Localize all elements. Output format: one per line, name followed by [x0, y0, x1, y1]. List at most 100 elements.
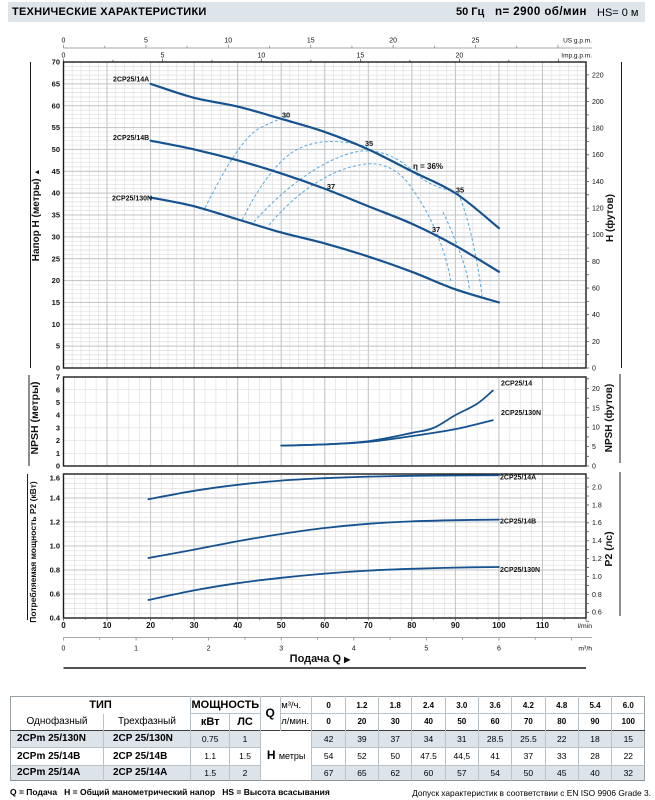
svg-text:P2 (лс): P2 (лс): [603, 531, 615, 566]
svg-text:100: 100: [492, 621, 506, 630]
svg-text:55: 55: [52, 123, 60, 132]
svg-text:20: 20: [389, 38, 397, 45]
svg-text:35: 35: [456, 186, 464, 195]
svg-text:Потребляемая мощность P2 (кВт: Потребляемая мощность P2 (кВт): [28, 481, 38, 623]
svg-text:1.2: 1.2: [50, 518, 60, 527]
svg-text:3: 3: [56, 423, 60, 432]
svg-text:25: 25: [52, 254, 60, 263]
svg-text:20: 20: [592, 339, 600, 346]
svg-text:0: 0: [56, 364, 60, 373]
svg-text:NPSH (метры): NPSH (метры): [29, 381, 41, 454]
svg-text:US g.p.m.: US g.p.m.: [563, 38, 592, 45]
svg-text:1.6: 1.6: [50, 474, 60, 483]
svg-text:H (футов): H (футов): [604, 194, 616, 242]
svg-text:Подача Q ▶: Подача Q ▶: [290, 653, 351, 665]
svg-text:35: 35: [365, 139, 373, 148]
svg-text:15: 15: [592, 405, 600, 412]
svg-text:2: 2: [56, 436, 60, 445]
svg-text:70: 70: [52, 58, 60, 67]
svg-text:70: 70: [364, 621, 373, 630]
svg-text:Imp.g.p.m.: Imp.g.p.m.: [561, 53, 592, 60]
svg-text:1.0: 1.0: [50, 542, 60, 551]
svg-text:2CP25/130N: 2CP25/130N: [500, 567, 540, 574]
svg-text:l/min: l/min: [578, 623, 593, 630]
svg-text:20: 20: [592, 386, 600, 393]
svg-text:5: 5: [56, 398, 60, 407]
svg-text:90: 90: [451, 621, 460, 630]
svg-text:30: 30: [52, 232, 60, 241]
svg-text:140: 140: [592, 179, 604, 186]
svg-text:220: 220: [592, 72, 604, 79]
svg-text:4: 4: [352, 646, 356, 653]
svg-text:2: 2: [207, 646, 211, 653]
svg-text:3: 3: [279, 646, 283, 653]
svg-text:120: 120: [592, 206, 604, 213]
svg-text:80: 80: [592, 259, 600, 266]
svg-text:10: 10: [52, 320, 60, 329]
svg-text:15: 15: [357, 53, 365, 60]
svg-text:2CP25/14B: 2CP25/14B: [500, 519, 536, 526]
svg-text:37: 37: [432, 225, 440, 234]
svg-text:10: 10: [103, 621, 112, 630]
svg-text:0.8: 0.8: [592, 592, 602, 599]
svg-text:20: 20: [455, 53, 463, 60]
svg-text:1.4: 1.4: [50, 494, 61, 503]
svg-text:5: 5: [161, 53, 165, 60]
svg-text:5: 5: [592, 444, 596, 451]
svg-text:m³/h: m³/h: [578, 646, 592, 653]
svg-text:110: 110: [536, 621, 549, 630]
svg-text:45: 45: [52, 167, 60, 176]
svg-text:2CP25/130N: 2CP25/130N: [112, 196, 152, 203]
svg-text:60: 60: [52, 101, 60, 110]
svg-text:25: 25: [472, 38, 480, 45]
svg-text:1: 1: [134, 646, 138, 653]
svg-text:2CP25/14A: 2CP25/14A: [113, 77, 149, 84]
svg-text:10: 10: [258, 53, 266, 60]
svg-text:37: 37: [327, 182, 335, 191]
svg-text:15: 15: [307, 38, 315, 45]
svg-text:15: 15: [52, 298, 60, 307]
svg-text:80: 80: [407, 621, 416, 630]
svg-text:0.6: 0.6: [50, 590, 60, 599]
svg-text:20: 20: [52, 276, 60, 285]
svg-text:NPSH (футов): NPSH (футов): [603, 384, 615, 453]
svg-text:35: 35: [52, 211, 60, 220]
svg-text:65: 65: [52, 79, 60, 88]
svg-text:0: 0: [592, 365, 596, 372]
svg-text:40: 40: [233, 621, 242, 630]
svg-text:40: 40: [592, 312, 600, 319]
svg-text:180: 180: [592, 126, 604, 133]
svg-text:6: 6: [56, 385, 60, 394]
svg-text:7: 7: [56, 373, 60, 382]
svg-text:1.6: 1.6: [592, 520, 602, 527]
svg-text:50: 50: [52, 145, 60, 154]
svg-text:0: 0: [62, 53, 66, 60]
svg-text:0: 0: [62, 38, 66, 45]
svg-text:2CP25/14B: 2CP25/14B: [113, 135, 149, 142]
svg-text:4: 4: [56, 411, 61, 420]
svg-text:1.8: 1.8: [592, 502, 602, 509]
svg-text:2CP25/130N: 2CP25/130N: [501, 410, 541, 417]
svg-text:30: 30: [282, 111, 290, 120]
svg-text:5: 5: [144, 38, 148, 45]
svg-text:30: 30: [190, 621, 199, 630]
svg-text:0.6: 0.6: [592, 610, 602, 617]
svg-text:2CP25/14A: 2CP25/14A: [500, 475, 536, 482]
svg-text:0: 0: [62, 646, 66, 653]
svg-text:50: 50: [277, 621, 286, 630]
svg-text:0: 0: [61, 621, 66, 630]
svg-text:2.0: 2.0: [592, 484, 602, 491]
svg-text:100: 100: [592, 232, 604, 239]
svg-text:Напор H (метры) ▲: Напор H (метры) ▲: [31, 169, 42, 262]
svg-text:200: 200: [592, 99, 604, 106]
svg-text:5: 5: [56, 342, 60, 351]
svg-text:1: 1: [56, 449, 60, 458]
svg-text:0: 0: [592, 463, 596, 470]
svg-text:η = 36%: η = 36%: [413, 162, 443, 171]
svg-text:60: 60: [592, 285, 600, 292]
svg-text:1.2: 1.2: [592, 556, 602, 563]
svg-text:6: 6: [497, 646, 501, 653]
svg-text:160: 160: [592, 152, 604, 159]
svg-text:0.4: 0.4: [50, 614, 61, 623]
svg-text:0.8: 0.8: [50, 566, 60, 575]
